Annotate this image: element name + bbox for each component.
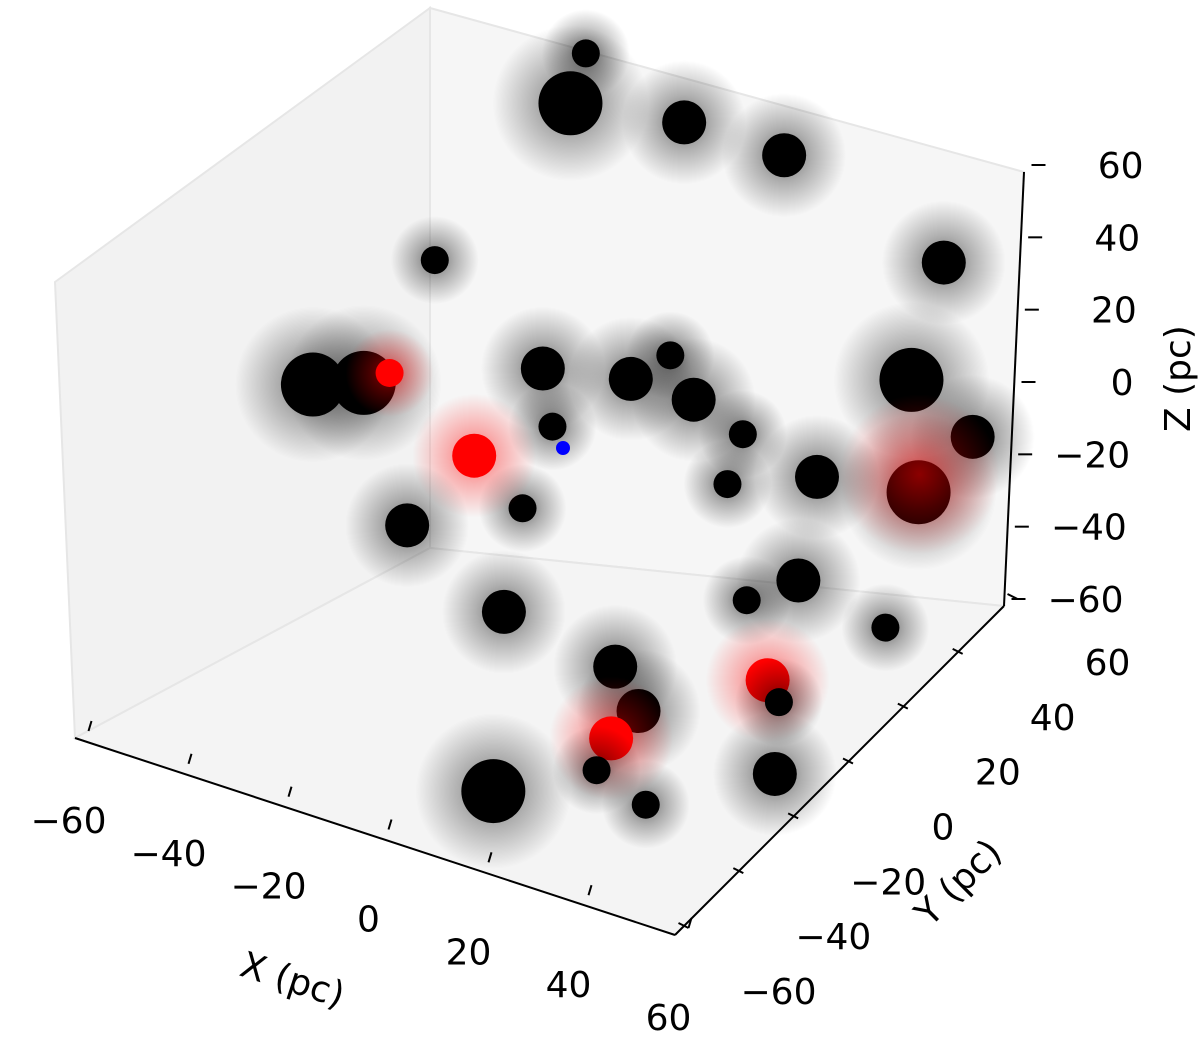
- x-axis-line: [74, 737, 676, 936]
- cluster-0-24: [881, 200, 1006, 325]
- y-tick-mark: [732, 867, 744, 875]
- cluster-core: [762, 133, 807, 178]
- y-tick-mark: [897, 702, 909, 710]
- cluster-0-16: [601, 760, 690, 849]
- cluster-core: [608, 356, 653, 401]
- cluster-0-11: [683, 440, 772, 529]
- x-tick-mark: [487, 852, 493, 863]
- z-ticks: 60 40 20 0 −20 −40 −60: [1011, 146, 1144, 621]
- cluster-core: [764, 688, 793, 717]
- cluster-0-3: [345, 463, 470, 588]
- y-tick-label: 40: [1030, 698, 1076, 739]
- cluster-0-19: [736, 518, 861, 643]
- cluster-0-27: [841, 583, 930, 672]
- x-tick-mark: [687, 917, 693, 929]
- cluster-core: [795, 454, 839, 499]
- cluster-core: [538, 412, 567, 441]
- x-tick-label: 0: [357, 900, 380, 941]
- cluster-core: [582, 756, 611, 785]
- x-tick-mark: [187, 753, 193, 765]
- x-tick-label: 60: [646, 998, 692, 1039]
- z-axis-line: [1003, 171, 1025, 607]
- y-tick-label: 0: [932, 808, 955, 849]
- x-tick-label: 20: [446, 932, 492, 973]
- x-ticks: −60 −40 −20 0 20 40 60: [31, 720, 693, 1039]
- cluster-0-7: [568, 316, 693, 441]
- y-tick-label: 60: [1085, 643, 1131, 684]
- cluster-0-17: [415, 713, 572, 870]
- x-tick-mark: [87, 720, 93, 732]
- x-tick-mark: [387, 819, 393, 830]
- z-tick-label: −40: [1051, 508, 1127, 549]
- y-tick-label: −40: [795, 917, 871, 958]
- x-tick-label: 40: [546, 965, 592, 1006]
- cluster-core: [481, 589, 526, 634]
- cluster-core: [461, 759, 526, 824]
- y-tick-mark: [787, 812, 799, 820]
- x-axis-label: X (pc): [235, 945, 349, 1017]
- z-tick-label: −20: [1054, 435, 1130, 476]
- cluster-core: [752, 751, 797, 796]
- cluster-0-31: [722, 93, 847, 218]
- cluster-core: [921, 240, 966, 285]
- x-tick-label: −60: [31, 801, 107, 842]
- cluster-0-12: [441, 549, 566, 674]
- x-tick-mark: [287, 786, 293, 797]
- x-tick-label: −20: [231, 867, 307, 908]
- cluster-core: [776, 558, 821, 603]
- cluster-0-22: [712, 711, 837, 836]
- clusters-layer: [234, 9, 1035, 870]
- cluster-0-20: [755, 414, 879, 539]
- cluster-0-2: [390, 216, 479, 305]
- cluster-0-30: [622, 60, 747, 185]
- cluster-1-4: [839, 394, 1000, 555]
- cluster-1-0: [345, 329, 434, 417]
- cluster-core: [375, 359, 404, 387]
- cluster-0-28: [492, 25, 649, 182]
- z-axis-label: Z (pc): [1158, 325, 1199, 432]
- cluster-core: [713, 470, 742, 499]
- x-tick-label: −40: [131, 834, 207, 875]
- cluster-core: [385, 503, 430, 548]
- z-tick-label: 40: [1094, 218, 1140, 259]
- cluster-core: [420, 246, 449, 275]
- y-tick-label: 20: [975, 753, 1021, 794]
- cluster-core: [538, 71, 603, 136]
- x-tick-mark: [587, 884, 593, 896]
- cluster-2-0: [556, 441, 570, 455]
- y-tick-mark: [842, 757, 854, 765]
- cluster-core: [871, 613, 900, 642]
- cluster-core: [556, 441, 570, 455]
- z-tick-label: 20: [1091, 291, 1137, 332]
- y-tick-label: −60: [741, 972, 817, 1013]
- y-tick-label: −20: [850, 862, 926, 903]
- y-tick-mark: [678, 922, 689, 929]
- cluster-halo: [839, 394, 1000, 555]
- cluster-core: [452, 433, 497, 478]
- y-axis-line: [674, 605, 1005, 936]
- z-tick-label: −60: [1048, 580, 1124, 621]
- z-tick-label: 60: [1098, 146, 1144, 187]
- cluster-core: [520, 346, 565, 391]
- cluster-core: [662, 100, 707, 145]
- cluster-core: [631, 790, 660, 819]
- z-tick-label: 0: [1111, 363, 1134, 404]
- y-tick-mark: [952, 647, 964, 655]
